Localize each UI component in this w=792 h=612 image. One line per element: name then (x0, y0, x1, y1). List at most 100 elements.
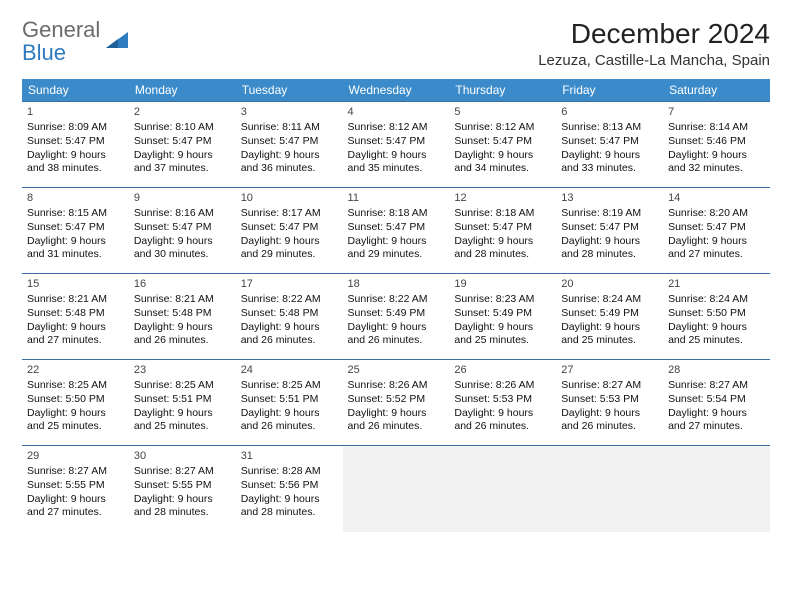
logo: General Blue (22, 18, 130, 64)
day-number: 12 (454, 191, 551, 205)
sunset-line: Sunset: 5:47 PM (348, 135, 445, 149)
calendar-cell: 24Sunrise: 8:25 AMSunset: 5:51 PMDayligh… (236, 360, 343, 446)
daylight-line: Daylight: 9 hours and 35 minutes. (348, 149, 445, 176)
calendar-cell: 11 Sunrise: 8:18 AMSunset: 5:47 PMDayligh… (343, 188, 450, 274)
sunset-line: Sunset: 5:48 PM (27, 307, 124, 321)
calendar-cell: 4Sunrise: 8:12 AMSunset: 5:47 PMDaylight… (343, 102, 450, 188)
sunset-line: Sunset: 5:47 PM (454, 135, 551, 149)
day-header: Wednesday (343, 79, 450, 102)
daylight-line: Daylight: 9 hours and 26 minutes. (561, 407, 658, 434)
calendar-cell: 5 Sunrise: 8:12 AMSunset: 5:47 PMDaylight… (449, 102, 556, 188)
daylight-line: Daylight: 9 hours and 28 minutes. (134, 493, 231, 520)
sunrise-line: Sunrise: 8:21 AM (134, 293, 231, 307)
daylight-line: Daylight: 9 hours and 32 minutes. (668, 149, 765, 176)
daylight-line: Daylight: 9 hours and 37 minutes. (134, 149, 231, 176)
sunrise-line: Sunrise: 8:26 AM (348, 379, 445, 393)
calendar-cell (343, 446, 450, 532)
day-number: 25 (348, 363, 445, 377)
daylight-line: Daylight: 9 hours and 25 minutes. (134, 407, 231, 434)
calendar-row: 8Sunrise: 8:15 AMSunset: 5:47 PMDaylight… (22, 188, 770, 274)
calendar-cell (663, 446, 770, 532)
sunrise-line: Sunrise: 8:22 AM (241, 293, 338, 307)
sunrise-line: Sunrise: 8:27 AM (668, 379, 765, 393)
daylight-line: Daylight: 9 hours and 27 minutes. (27, 493, 124, 520)
daylight-line: Daylight: 9 hours and 28 minutes. (454, 235, 551, 262)
sunrise-line: Sunrise: 8:17 AM (241, 207, 338, 221)
daylight-line: Daylight: 9 hours and 29 minutes. (241, 235, 338, 262)
day-number: 16 (134, 277, 231, 291)
daylight-line: Daylight: 9 hours and 26 minutes. (348, 407, 445, 434)
sunset-line: Sunset: 5:55 PM (134, 479, 231, 493)
sunrise-line: Sunrise: 8:23 AM (454, 293, 551, 307)
day-number: 29 (27, 449, 124, 463)
calendar-cell: 22Sunrise: 8:25 AMSunset: 5:50 PMDayligh… (22, 360, 129, 446)
daylight-line: Daylight: 9 hours and 29 minutes. (348, 235, 445, 262)
title-block: December 2024 Lezuza, Castille-La Mancha… (538, 18, 770, 69)
day-number: 3 (241, 105, 338, 119)
day-number: 15 (27, 277, 124, 291)
daylight-line: Daylight: 9 hours and 25 minutes. (454, 321, 551, 348)
calendar-cell: 10Sunrise: 8:17 AMSunset: 5:47 PMDayligh… (236, 188, 343, 274)
calendar-cell: 1Sunrise: 8:09 AMSunset: 5:47 PMDaylight… (22, 102, 129, 188)
daylight-line: Daylight: 9 hours and 25 minutes. (27, 407, 124, 434)
sunrise-line: Sunrise: 8:18 AM (454, 207, 551, 221)
calendar-cell: 26Sunrise: 8:26 AMSunset: 5:53 PMDayligh… (449, 360, 556, 446)
calendar-cell: 9Sunrise: 8:16 AMSunset: 5:47 PMDaylight… (129, 188, 236, 274)
daylight-line: Daylight: 9 hours and 26 minutes. (241, 407, 338, 434)
calendar-row: 29Sunrise: 8:27 AMSunset: 5:55 PMDayligh… (22, 446, 770, 532)
sunrise-line: Sunrise: 8:10 AM (134, 121, 231, 135)
sunrise-line: Sunrise: 8:12 AM (454, 121, 551, 135)
calendar-table: SundayMondayTuesdayWednesdayThursdayFrid… (22, 79, 770, 532)
sunset-line: Sunset: 5:47 PM (134, 135, 231, 149)
calendar-cell: 6Sunrise: 8:13 AMSunset: 5:47 PMDaylight… (556, 102, 663, 188)
day-number: 31 (241, 449, 338, 463)
day-number: 5 (454, 105, 551, 119)
daylight-line: Daylight: 9 hours and 28 minutes. (561, 235, 658, 262)
sunrise-line: Sunrise: 8:20 AM (668, 207, 765, 221)
day-number: 18 (348, 277, 445, 291)
calendar-cell: 8Sunrise: 8:15 AMSunset: 5:47 PMDaylight… (22, 188, 129, 274)
daylight-line: Daylight: 9 hours and 26 minutes. (348, 321, 445, 348)
sunrise-line: Sunrise: 8:27 AM (561, 379, 658, 393)
day-number: 17 (241, 277, 338, 291)
sunset-line: Sunset: 5:47 PM (348, 221, 445, 235)
calendar-cell: 18Sunrise: 8:22 AMSunset: 5:49 PMDayligh… (343, 274, 450, 360)
calendar-cell: 29Sunrise: 8:27 AMSunset: 5:55 PMDayligh… (22, 446, 129, 532)
sunset-line: Sunset: 5:52 PM (348, 393, 445, 407)
logo-line1: General (22, 18, 100, 41)
sunrise-line: Sunrise: 8:26 AM (454, 379, 551, 393)
daylight-line: Daylight: 9 hours and 31 minutes. (27, 235, 124, 262)
sunrise-line: Sunrise: 8:11 AM (241, 121, 338, 135)
day-number: 20 (561, 277, 658, 291)
day-number: 28 (668, 363, 765, 377)
day-number: 21 (668, 277, 765, 291)
calendar-cell: 12Sunrise: 8:18 AMSunset: 5:47 PMDayligh… (449, 188, 556, 274)
daylight-line: Daylight: 9 hours and 25 minutes. (668, 321, 765, 348)
sunset-line: Sunset: 5:50 PM (27, 393, 124, 407)
daylight-line: Daylight: 9 hours and 38 minutes. (27, 149, 124, 176)
sunrise-line: Sunrise: 8:09 AM (27, 121, 124, 135)
day-number: 23 (134, 363, 231, 377)
day-number: 9 (134, 191, 231, 205)
day-number: 11 (348, 191, 445, 205)
sunset-line: Sunset: 5:51 PM (134, 393, 231, 407)
day-number: 8 (27, 191, 124, 205)
day-number: 7 (668, 105, 765, 119)
daylight-line: Daylight: 9 hours and 34 minutes. (454, 149, 551, 176)
day-number: 19 (454, 277, 551, 291)
day-number: 13 (561, 191, 658, 205)
sunrise-line: Sunrise: 8:25 AM (27, 379, 124, 393)
sunset-line: Sunset: 5:54 PM (668, 393, 765, 407)
daylight-line: Daylight: 9 hours and 27 minutes. (27, 321, 124, 348)
sunrise-line: Sunrise: 8:19 AM (561, 207, 658, 221)
sunrise-line: Sunrise: 8:18 AM (348, 207, 445, 221)
daylight-line: Daylight: 9 hours and 26 minutes. (454, 407, 551, 434)
day-header: Thursday (449, 79, 556, 102)
day-number: 14 (668, 191, 765, 205)
calendar-cell: 13Sunrise: 8:19 AMSunset: 5:47 PMDayligh… (556, 188, 663, 274)
sunset-line: Sunset: 5:49 PM (454, 307, 551, 321)
sunset-line: Sunset: 5:50 PM (668, 307, 765, 321)
calendar-cell: 20Sunrise: 8:24 AMSunset: 5:49 PMDayligh… (556, 274, 663, 360)
sunset-line: Sunset: 5:48 PM (134, 307, 231, 321)
daylight-line: Daylight: 9 hours and 28 minutes. (241, 493, 338, 520)
